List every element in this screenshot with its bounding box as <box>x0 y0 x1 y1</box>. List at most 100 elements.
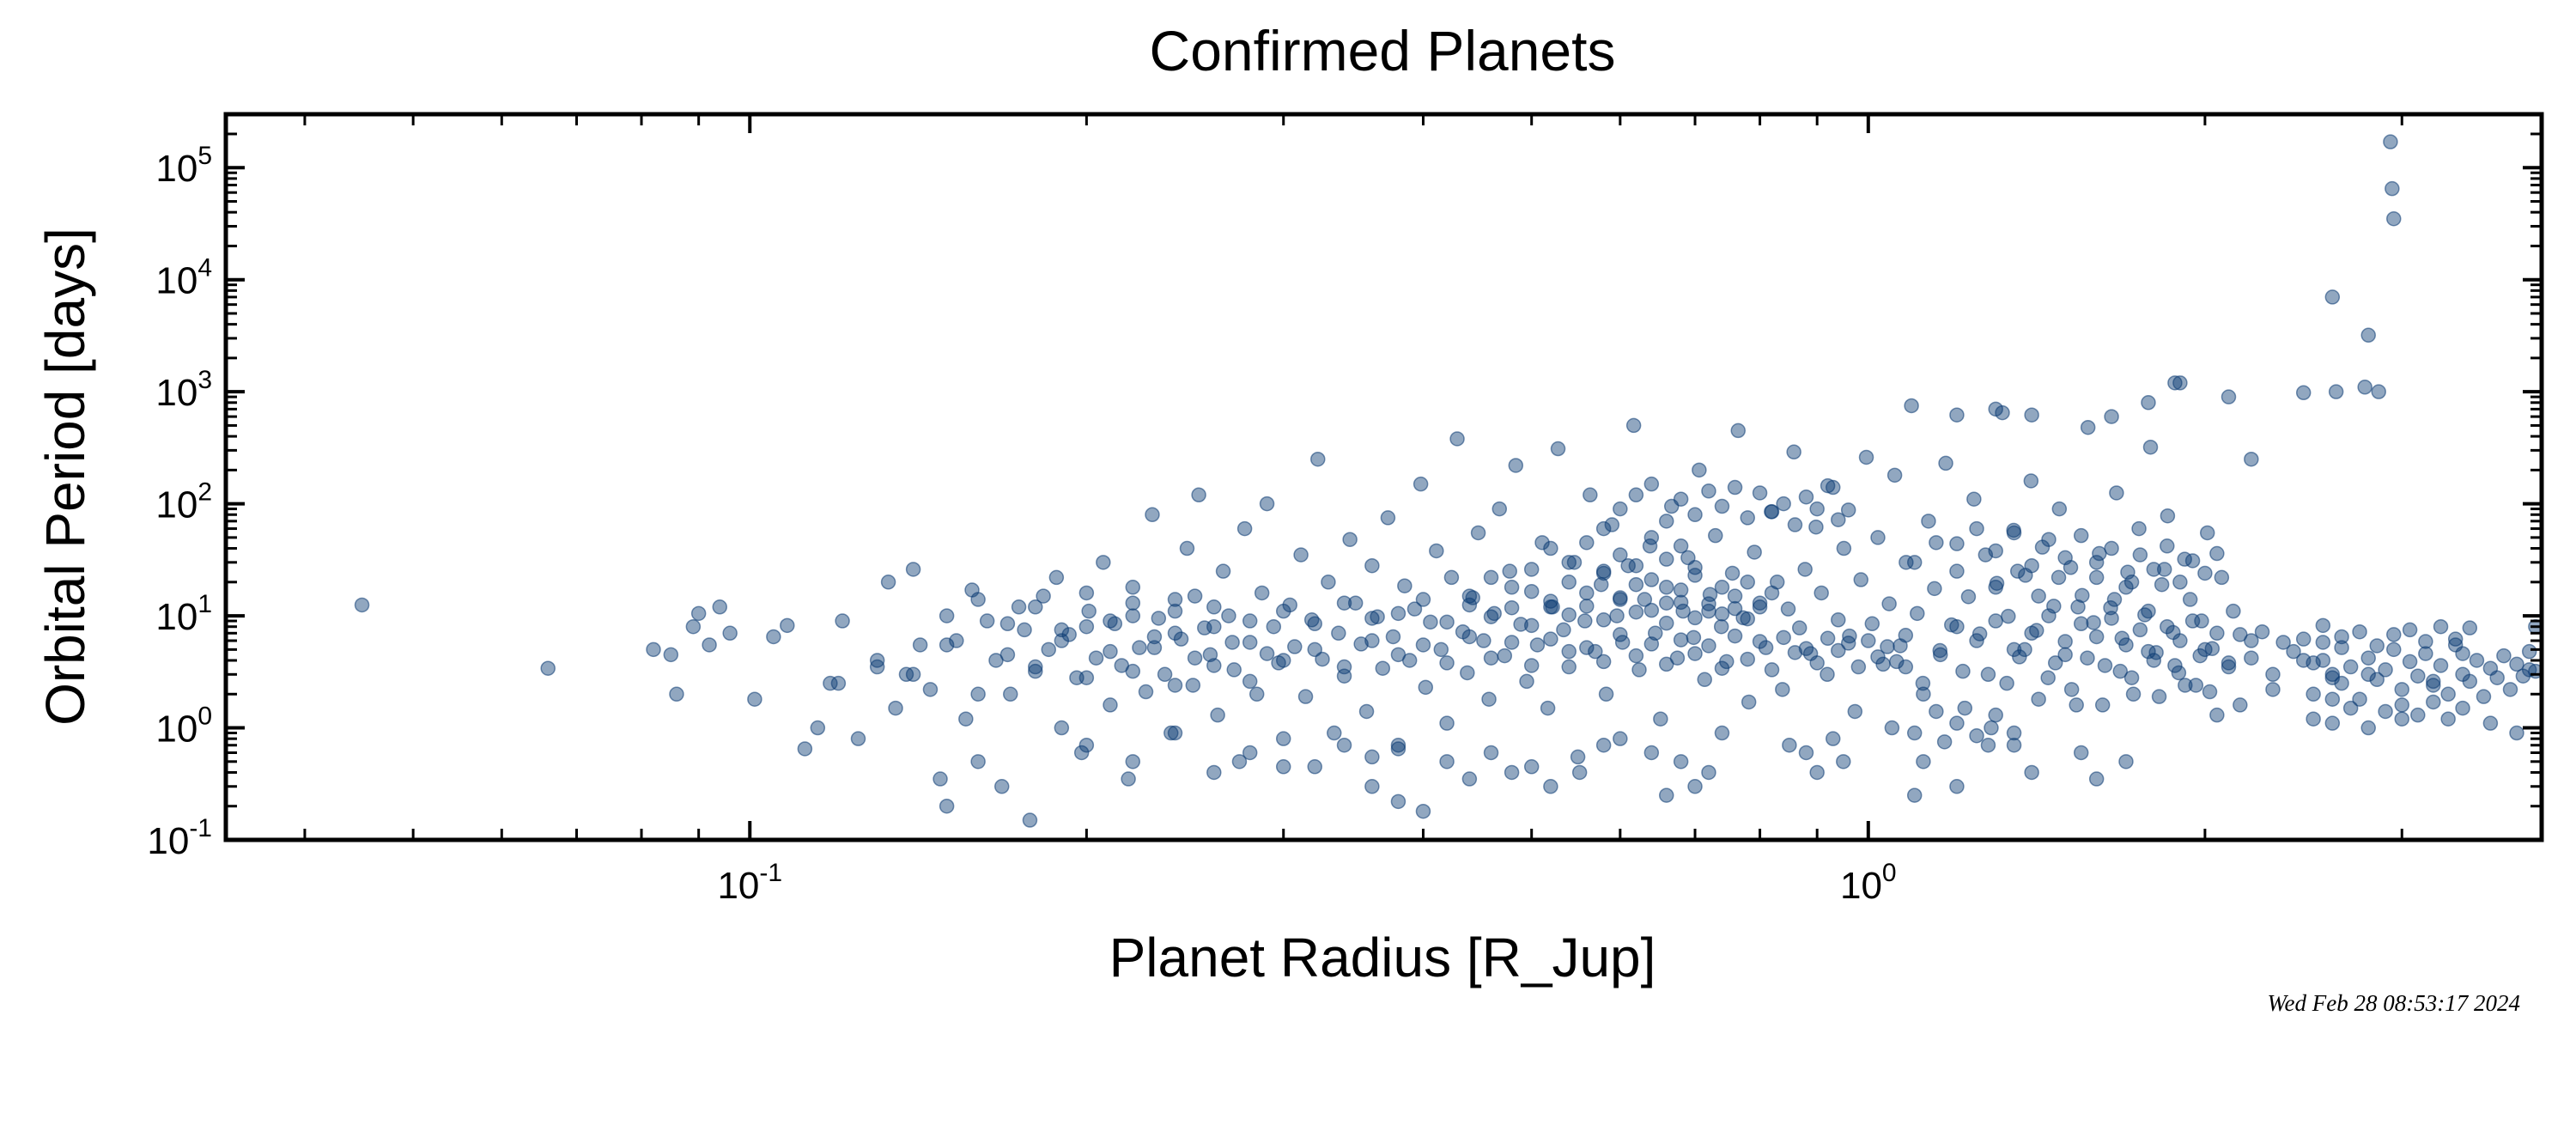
scatter-point <box>1969 633 1984 648</box>
scatter-point <box>1714 660 1730 676</box>
scatter-point <box>2324 289 2341 305</box>
scatter-point <box>540 660 556 676</box>
scatter-point <box>797 741 813 757</box>
scatter-point <box>1206 618 1222 635</box>
scatter-point <box>1673 491 1689 507</box>
scatter-point <box>2006 725 2022 741</box>
scatter-point <box>2024 407 2039 423</box>
scatter-point <box>2221 655 2237 671</box>
scatter-point <box>2426 678 2441 693</box>
scatter-point <box>1643 530 1660 545</box>
scatter-point <box>1173 631 1189 647</box>
scatter-point <box>1797 562 1813 577</box>
scatter-point <box>905 562 921 577</box>
scatter-point <box>1125 580 1141 595</box>
scatter-point <box>1697 672 1712 688</box>
scatter-point <box>1598 686 1614 702</box>
scatter-point <box>1331 625 1346 642</box>
scatter-point <box>1687 560 1703 575</box>
scatter-point <box>1449 431 1465 447</box>
scatter-point <box>933 771 948 787</box>
scatter-point <box>2069 697 2084 713</box>
scatter-point <box>1713 618 1729 635</box>
scatter-point <box>1259 646 1275 661</box>
scatter-point <box>1061 627 1077 642</box>
scatter-point <box>1504 599 1520 616</box>
scatter-point <box>2063 682 2080 697</box>
scatter-point <box>1103 613 1118 629</box>
y-tick-label: 104 <box>155 254 212 302</box>
scatter-point <box>1658 615 1674 631</box>
scatter-point <box>1415 592 1431 607</box>
scatter-point <box>1206 599 1222 615</box>
scatter-point <box>1613 501 1628 517</box>
scatter-point <box>1658 580 1674 595</box>
scatter-point <box>2199 525 2215 541</box>
scatter-point <box>2184 553 2201 569</box>
scatter-point <box>1342 532 1358 547</box>
scatter-point <box>1418 679 1434 696</box>
scatter-point <box>1628 576 1644 593</box>
scatter-point <box>2178 678 2193 693</box>
scatter-point <box>2197 565 2213 581</box>
scatter-point <box>1483 609 1499 624</box>
scatter-point <box>1103 697 1118 713</box>
scatter-point <box>1375 660 1391 676</box>
scatter-point <box>1613 627 1628 642</box>
scatter-point <box>2088 629 2105 645</box>
scatter-point <box>1609 608 1625 623</box>
scatter-point <box>1579 599 1595 614</box>
scatter-point <box>1310 451 1326 467</box>
scatter-point <box>2160 618 2175 635</box>
scatter-point <box>1825 731 1841 746</box>
scatter-point <box>1550 441 1566 457</box>
scatter-point <box>1988 543 2003 559</box>
scatter-point <box>1483 650 1499 666</box>
scatter-point <box>2254 623 2270 640</box>
scatter-point <box>1254 585 1270 601</box>
scatter-point <box>1523 617 1540 634</box>
scatter-point <box>1011 599 1027 615</box>
scatter-point <box>1752 595 1768 611</box>
scatter-point <box>1266 618 1282 635</box>
scatter-point <box>1504 580 1520 595</box>
scatter-point <box>1980 666 1996 683</box>
scatter-point <box>1595 612 1612 628</box>
scatter-point <box>1714 606 1730 622</box>
scatter-point <box>1433 642 1449 658</box>
scatter-point <box>1906 725 1923 741</box>
y-axis-label: Orbital Period [days] <box>34 228 96 726</box>
scatter-point <box>2073 745 2089 761</box>
scatter-point <box>880 575 896 590</box>
scatter-point <box>1570 749 1586 765</box>
scatter-point <box>1628 557 1644 574</box>
scatter-point <box>1692 462 1707 478</box>
scatter-point <box>1336 737 1352 753</box>
scatter-point <box>1752 599 1768 615</box>
scatter-point <box>1898 628 1914 643</box>
scatter-point <box>1764 504 1780 520</box>
scatter-point <box>2462 620 2478 635</box>
scatter-point <box>1577 613 1593 629</box>
y-tick-label: 10-1 <box>147 814 212 862</box>
scatter-point <box>1540 700 1556 716</box>
scatter-point <box>1949 715 1965 731</box>
scatter-point <box>1347 595 1364 611</box>
scatter-point <box>1078 585 1095 601</box>
scatter-point <box>2214 569 2230 586</box>
scatter-point <box>1595 737 1612 753</box>
scatter-point <box>1297 689 1314 704</box>
scatter-point <box>1628 604 1644 620</box>
scatter-point <box>2386 642 2402 658</box>
scatter-point <box>1054 622 1070 638</box>
x-tick-label: 100 <box>1840 859 1897 907</box>
scatter-point <box>1595 520 1612 537</box>
scatter-point <box>1899 555 1914 570</box>
scatter-point <box>1969 520 1984 537</box>
scatter-point <box>2286 643 2301 660</box>
scatter-point <box>1724 565 1741 581</box>
scatter-point <box>1776 496 1791 512</box>
scatter-point <box>722 625 738 642</box>
scatter-point <box>1687 646 1703 661</box>
scatter-point <box>1820 666 1835 683</box>
